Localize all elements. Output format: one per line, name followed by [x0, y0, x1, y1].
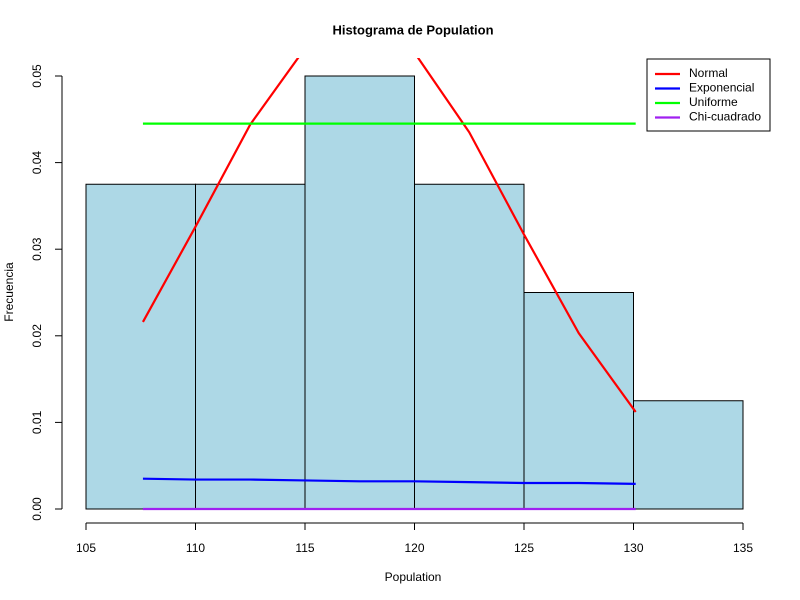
bar: [195, 183, 306, 510]
y-tick-label: 0.05: [30, 64, 44, 88]
bar: [633, 400, 744, 510]
x-tick-label: 105: [76, 541, 96, 555]
y-tick-label: 0.04: [30, 151, 44, 175]
x-tick-label: 120: [404, 541, 424, 555]
bar: [523, 292, 634, 510]
y-tick-label: 0.01: [30, 410, 44, 434]
lines: [141, 58, 637, 511]
legend-label: Chi-cuadrado: [689, 110, 761, 124]
bars: [85, 75, 744, 510]
series-line: [142, 477, 636, 485]
y-tick-label: 0.02: [30, 324, 44, 348]
legend-label: Normal: [689, 66, 728, 80]
axes: 105 110 115 120 125 130 135 0.00 0.01 0.02 0.03 0.0…: [30, 64, 753, 555]
series-line: [141, 58, 637, 413]
x-axis-label: Population: [385, 570, 442, 584]
bar: [85, 183, 196, 510]
y-axis-label: Frecuencia: [2, 262, 16, 322]
bar: [304, 75, 415, 510]
legend-label: Exponencial: [689, 81, 754, 95]
chart-title: Histograma de Population: [332, 22, 493, 37]
legend-box: [646, 58, 771, 132]
legend-label: Uniforme: [689, 95, 738, 109]
x-tick-label: 135: [733, 541, 753, 555]
x-tick-label: 110: [186, 541, 205, 555]
x-tick-label: 130: [623, 541, 643, 555]
bar: [414, 183, 525, 510]
x-tick-label: 125: [514, 541, 534, 555]
y-tick-label: 0.03: [30, 237, 44, 261]
y-tick-label: 0.00: [30, 497, 44, 521]
x-tick-label: 115: [295, 541, 314, 555]
